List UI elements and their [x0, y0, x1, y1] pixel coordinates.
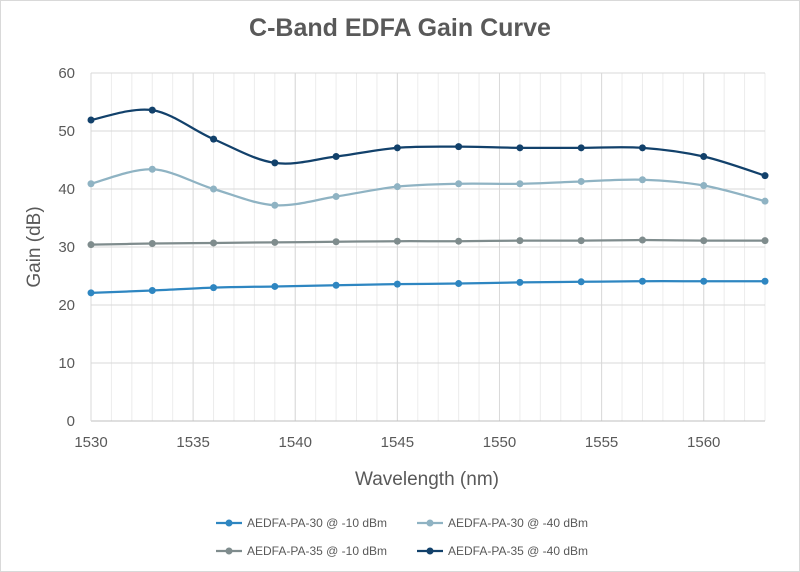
data-point	[638, 144, 646, 152]
data-point	[210, 284, 218, 292]
y-tick-label: 40	[58, 181, 75, 198]
data-point	[87, 241, 95, 249]
x-tick-label: 1545	[381, 434, 414, 451]
legend-marker	[426, 519, 434, 527]
data-point	[455, 180, 463, 188]
series-2	[87, 165, 769, 209]
x-tick-label: 1530	[74, 434, 107, 451]
series-3	[87, 236, 769, 249]
chart-title: C-Band EDFA Gain Curve	[249, 14, 551, 42]
data-point	[210, 239, 218, 247]
data-point	[516, 237, 524, 245]
data-point	[577, 278, 585, 286]
data-point	[393, 144, 401, 152]
y-tick-label: 0	[67, 413, 75, 430]
legend-entry: AEDFA-PA-35 @ -10 dBm	[216, 544, 387, 558]
data-point	[700, 153, 708, 161]
data-point	[638, 176, 646, 184]
data-point	[87, 289, 95, 297]
data-point	[393, 183, 401, 191]
data-point	[700, 277, 708, 285]
data-point	[577, 144, 585, 152]
x-tick-label: 1535	[176, 434, 209, 451]
legend: AEDFA-PA-30 @ -10 dBm AEDFA-PA-30 @ -40 d…	[216, 516, 588, 558]
data-point	[332, 193, 340, 201]
x-tick-label: 1540	[279, 434, 312, 451]
data-point	[577, 177, 585, 185]
data-point	[577, 237, 585, 245]
data-point	[87, 116, 95, 124]
data-point	[761, 197, 769, 205]
data-point	[332, 153, 340, 161]
data-point	[761, 172, 769, 180]
data-point	[516, 180, 524, 188]
data-point	[700, 182, 708, 190]
data-point	[761, 237, 769, 245]
legend-label: AEDFA-PA-30 @ -10 dBm	[247, 516, 387, 530]
data-point	[455, 280, 463, 288]
data-point	[393, 280, 401, 288]
legend-entry: AEDFA-PA-30 @ -10 dBm	[216, 516, 387, 530]
y-axis-title: Gain (dB)	[24, 206, 45, 287]
y-tick-label: 50	[58, 123, 75, 140]
x-tick-label: 1560	[687, 434, 720, 451]
y-tick-label: 10	[58, 355, 75, 372]
data-point	[332, 238, 340, 246]
data-point	[271, 159, 279, 167]
data-point	[148, 287, 156, 294]
y-tick-label: 60	[58, 65, 75, 82]
x-tick-label: 1555	[585, 434, 618, 451]
data-point	[148, 165, 156, 173]
data-point	[516, 144, 524, 152]
grid	[90, 72, 766, 422]
series-1	[87, 277, 769, 297]
legend-marker	[426, 547, 434, 555]
legend-label: AEDFA-PA-30 @ -40 dBm	[448, 516, 588, 530]
y-tick-label: 30	[58, 239, 75, 256]
series-group	[87, 106, 769, 297]
legend-marker	[225, 519, 233, 527]
x-tick-label: 1550	[483, 434, 516, 451]
data-point	[393, 237, 401, 245]
series-line	[90, 168, 766, 207]
series-4	[87, 106, 769, 180]
data-point	[210, 185, 218, 193]
data-point	[271, 238, 279, 246]
series-line	[90, 280, 765, 294]
legend-entry: AEDFA-PA-30 @ -40 dBm	[417, 516, 588, 530]
data-point	[516, 278, 524, 286]
data-point	[638, 277, 646, 285]
data-point	[700, 237, 708, 245]
legend-entry: AEDFA-PA-35 @ -40 dBm	[417, 544, 588, 558]
legend-label: AEDFA-PA-35 @ -10 dBm	[247, 544, 387, 558]
y-tick-label: 20	[58, 297, 75, 314]
tick-labels: 1530 1535 1540 1545 1550 1555 1560 0 10 20 30 40 50 6…	[58, 65, 720, 451]
data-point	[148, 106, 156, 114]
data-point	[332, 281, 340, 289]
legend-label: AEDFA-PA-35 @ -40 dBm	[448, 544, 588, 558]
data-point	[271, 201, 279, 209]
data-point	[455, 237, 463, 245]
legend-marker	[225, 547, 233, 555]
data-point	[271, 282, 279, 290]
data-point	[210, 135, 218, 143]
data-point	[638, 236, 646, 244]
data-point	[455, 143, 463, 151]
data-point	[761, 277, 769, 285]
x-axis-title: Wavelength (nm)	[355, 469, 499, 490]
series-line	[90, 108, 766, 177]
data-point	[148, 240, 156, 248]
series-line	[90, 238, 766, 246]
data-point	[87, 180, 95, 188]
